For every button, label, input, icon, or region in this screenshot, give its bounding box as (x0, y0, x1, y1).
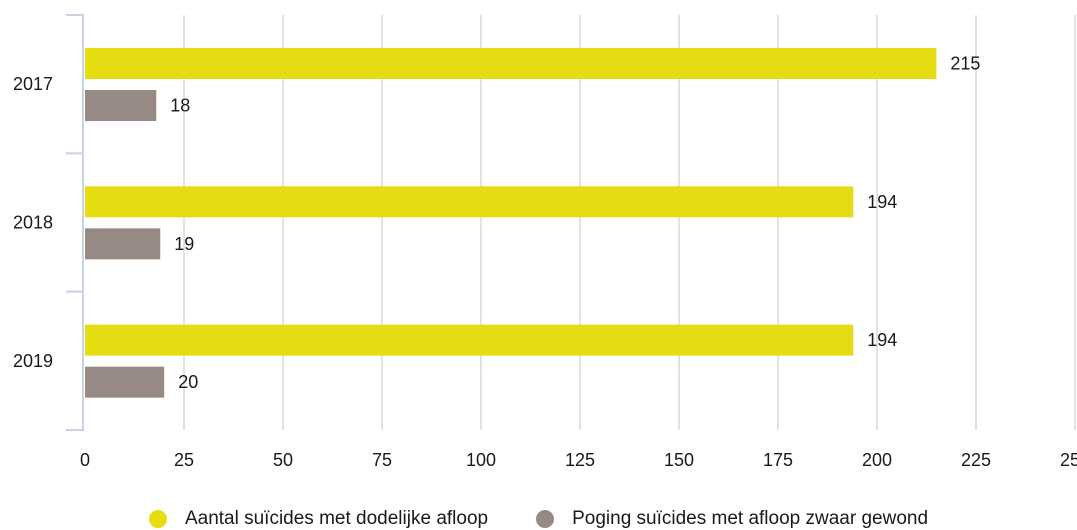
legend-swatch-fatal (148, 510, 167, 528)
x-tick-label: 125 (565, 450, 595, 470)
x-tick-label: 50 (273, 450, 293, 470)
y-category-label: 2018 (13, 213, 53, 233)
bar (85, 48, 937, 79)
bar (85, 366, 165, 398)
data-label: 20 (178, 372, 198, 392)
data-label: 215 (950, 54, 980, 74)
data-label: 19 (174, 234, 194, 254)
x-tick-label: 0 (80, 450, 90, 470)
legend: Aantal suïcides met dodelijke afloop Pog… (0, 508, 1077, 530)
x-tick-label: 200 (862, 450, 892, 470)
data-label: 194 (867, 192, 897, 212)
x-tick-label: 100 (466, 450, 496, 470)
x-tick-label: 225 (961, 450, 991, 470)
data-label: 194 (867, 330, 897, 350)
x-tick-label: 150 (664, 450, 694, 470)
x-tick-label: 75 (372, 450, 392, 470)
legend-label-fatal: Aantal suïcides met dodelijke afloop (184, 508, 489, 529)
bar (85, 228, 161, 260)
legend-item-fatal: Aantal suïcides met dodelijke afloop (148, 508, 489, 530)
y-axis-line (66, 14, 84, 431)
y-category-label: 2019 (13, 351, 53, 371)
x-tick-label: 175 (763, 450, 793, 470)
legend-swatch-attempt (536, 510, 555, 528)
legend-item-attempt: Poging suïcides met afloop zwaar gewond (536, 508, 928, 530)
y-category-label: 2017 (13, 74, 53, 94)
bar (85, 324, 854, 356)
bar (85, 186, 854, 218)
legend-label-attempt: Poging suïcides met afloop zwaar gewond (572, 508, 929, 529)
data-label: 18 (170, 96, 190, 116)
bar-chart: 0255075100125150175200225250201721518201… (13, 14, 1077, 470)
bar (85, 90, 157, 121)
x-tick-label: 25 (174, 450, 194, 470)
x-tick-label: 250 (1060, 450, 1077, 470)
